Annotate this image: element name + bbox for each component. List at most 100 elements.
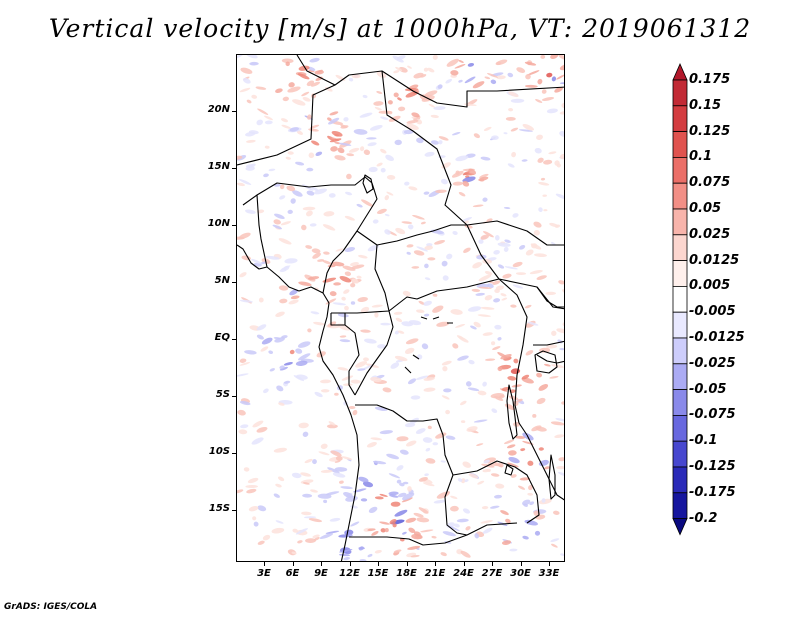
velocity-cell — [495, 59, 508, 66]
velocity-cell — [280, 118, 289, 123]
velocity-cell — [548, 151, 557, 155]
velocity-cell — [256, 426, 268, 433]
velocity-cell — [404, 422, 416, 428]
velocity-cell — [418, 300, 425, 305]
colorbar-tick-label: 0.0125 — [689, 252, 740, 268]
velocity-cell — [343, 289, 350, 294]
velocity-cell — [334, 141, 341, 145]
velocity-cell — [507, 376, 517, 381]
velocity-cell — [440, 552, 447, 557]
velocity-cell — [449, 525, 460, 532]
map-plot-area — [236, 54, 565, 562]
velocity-cell — [286, 185, 296, 192]
lat-tick — [232, 510, 236, 511]
velocity-cell — [247, 477, 259, 484]
velocity-cell — [305, 538, 317, 544]
velocity-cell — [450, 495, 458, 500]
lat-tick — [232, 111, 236, 112]
velocity-cell — [394, 139, 402, 146]
velocity-cell — [302, 493, 313, 498]
velocity-cell — [472, 262, 482, 269]
velocity-cell — [313, 321, 326, 326]
velocity-cell — [458, 79, 463, 83]
velocity-cell — [348, 147, 360, 153]
lon-tick-label: 24E — [453, 568, 474, 579]
velocity-cell — [351, 264, 365, 269]
velocity-cell — [388, 115, 401, 122]
velocity-cell — [308, 152, 315, 159]
velocity-cell — [425, 447, 431, 452]
velocity-cell — [255, 86, 267, 90]
velocity-cell — [406, 244, 414, 248]
velocity-cell — [358, 476, 369, 483]
velocity-cell — [518, 129, 533, 132]
velocity-cell — [477, 390, 487, 396]
velocity-cell — [480, 234, 489, 240]
velocity-cell — [416, 354, 423, 360]
velocity-cell — [491, 135, 499, 141]
velocity-cell — [385, 154, 394, 162]
colorbar-tick-label: -0.05 — [689, 381, 727, 397]
velocity-cell — [306, 167, 314, 172]
velocity-cell — [424, 245, 433, 251]
velocity-cell — [458, 191, 466, 197]
velocity-cell — [264, 120, 273, 125]
border-angola-north — [355, 404, 454, 476]
velocity-cell — [308, 518, 322, 523]
velocity-cell — [493, 461, 503, 468]
velocity-cell — [525, 73, 531, 80]
velocity-cell — [452, 181, 463, 186]
river-fragment — [404, 316, 453, 374]
velocity-cell — [356, 275, 362, 279]
velocity-cell — [457, 355, 469, 361]
map-canvas — [237, 55, 564, 561]
velocity-cell — [389, 494, 399, 498]
velocity-cell — [530, 243, 542, 250]
velocity-cell — [462, 170, 471, 176]
velocity-cell — [521, 159, 528, 162]
velocity-cell — [245, 131, 256, 137]
velocity-cell — [287, 86, 301, 93]
velocity-cell — [482, 231, 494, 238]
velocity-cell — [305, 245, 313, 249]
velocity-cell — [344, 271, 352, 276]
velocity-cell — [433, 499, 446, 504]
velocity-cell — [549, 222, 559, 228]
velocity-cell — [362, 481, 374, 488]
velocity-cell — [434, 239, 446, 245]
velocity-cell — [517, 485, 526, 490]
velocity-cell — [322, 260, 332, 265]
velocity-cell — [562, 321, 564, 327]
velocity-cell — [508, 450, 517, 456]
velocity-cell — [239, 87, 251, 93]
velocity-cell — [390, 501, 401, 507]
velocity-cell — [237, 55, 244, 59]
colorbar-swatch — [672, 285, 688, 313]
velocity-cell — [466, 426, 478, 432]
velocity-cell — [532, 413, 537, 418]
velocity-cell — [257, 209, 265, 214]
velocity-cell — [528, 485, 533, 491]
velocity-cell — [367, 554, 373, 558]
velocity-cell — [320, 469, 333, 473]
velocity-cell — [281, 58, 294, 64]
velocity-cell — [537, 157, 544, 163]
velocity-cell — [508, 91, 519, 98]
colorbar-swatch — [672, 363, 688, 390]
velocity-cell — [506, 444, 516, 449]
velocity-cell — [362, 94, 368, 99]
velocity-cell — [491, 408, 498, 414]
colorbar-svg — [672, 63, 688, 536]
velocity-cell — [405, 338, 419, 345]
velocity-cell — [387, 100, 393, 105]
velocity-cell — [484, 295, 493, 301]
velocity-cell — [510, 127, 519, 132]
velocity-cell — [512, 261, 523, 268]
velocity-cell — [550, 538, 560, 543]
velocity-cell — [423, 387, 436, 392]
velocity-cell — [415, 375, 429, 380]
velocity-cell — [536, 134, 543, 140]
velocity-cell — [348, 77, 354, 82]
border-benin — [256, 194, 268, 268]
velocity-cell — [309, 223, 317, 227]
